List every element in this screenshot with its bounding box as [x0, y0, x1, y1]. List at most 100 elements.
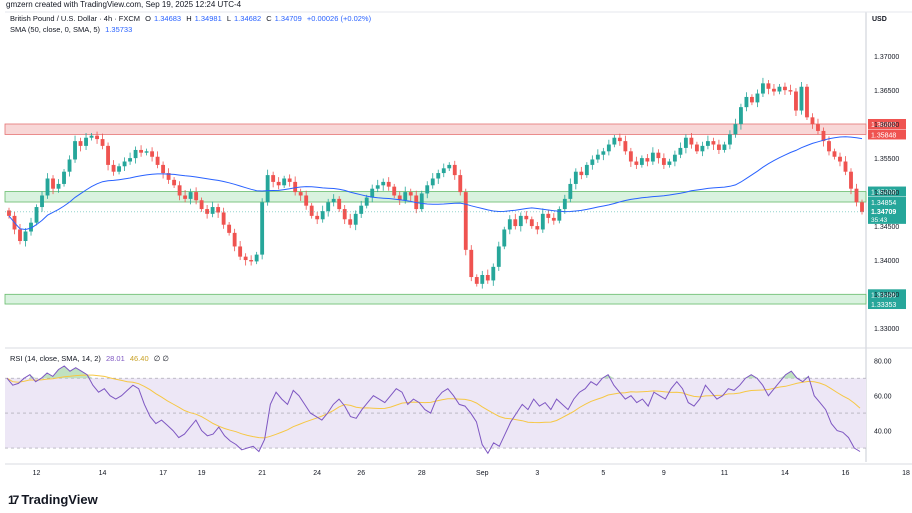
zone-label-bg: [868, 197, 906, 208]
candle: [491, 266, 496, 281]
candle: [342, 209, 347, 220]
candle: [293, 181, 298, 193]
price-tick-label: 1.36500: [874, 88, 899, 95]
candle: [689, 137, 694, 145]
candle: [100, 139, 105, 146]
candle: [557, 209, 562, 221]
candle: [694, 144, 699, 152]
candle: [452, 164, 457, 176]
time-tick-label: 14: [99, 470, 107, 477]
candle: [348, 219, 353, 225]
close-value: 1.34709: [274, 14, 302, 23]
candle: [507, 219, 512, 230]
candle: [430, 178, 435, 186]
symbol-legend[interactable]: British Pound / U.S. Dollar · 4h · FXCM …: [10, 14, 374, 23]
candle: [860, 202, 864, 212]
candle: [282, 178, 287, 186]
countdown-label: 35:43: [871, 217, 888, 224]
candle: [326, 202, 331, 212]
candle: [194, 192, 199, 201]
rsi-legend[interactable]: RSI (14, close, SMA, 14, 2) 28.01 46.40 …: [10, 354, 172, 363]
candle: [161, 164, 166, 174]
candle: [628, 151, 633, 162]
candle: [315, 215, 320, 220]
zone-top-label: 1.36002: [871, 122, 896, 129]
candle: [667, 161, 672, 165]
time-tick-label: 26: [357, 470, 365, 477]
rsi-line: [6, 365, 861, 455]
candle: [111, 164, 116, 172]
zone-top-label: 1.33496: [871, 292, 896, 299]
candle: [29, 222, 33, 232]
zone-support-lower: [4, 293, 867, 305]
symbol-title: British Pound / U.S. Dollar · 4h · FXCM: [10, 14, 141, 23]
candle: [419, 193, 424, 210]
candle: [469, 249, 474, 278]
candle: [381, 181, 386, 186]
candle: [243, 256, 248, 261]
candle: [56, 183, 61, 189]
candle: [827, 141, 831, 152]
candle: [227, 224, 232, 233]
rsi-tick-label: 80.00: [874, 359, 892, 366]
candle: [155, 156, 160, 165]
candle: [40, 195, 44, 208]
candle: [502, 229, 507, 247]
sma-legend[interactable]: SMA (50, close, 0, SMA, 5) 1.35733: [10, 25, 135, 34]
candle: [166, 173, 171, 180]
candle: [7, 210, 11, 216]
candle: [838, 156, 842, 162]
candle: [832, 151, 837, 157]
last-price-tag: [868, 205, 906, 224]
candle: [777, 86, 782, 92]
time-tick-label: 3: [535, 470, 539, 477]
candle: [425, 185, 430, 194]
time-tick-label: 17: [159, 470, 167, 477]
candle: [441, 168, 446, 174]
candle: [122, 161, 127, 167]
candle: [298, 192, 303, 196]
candle: [788, 90, 793, 92]
price-tick-label: 1.33000: [874, 326, 899, 333]
low-value: 1.34682: [234, 14, 262, 23]
candle: [139, 149, 144, 153]
candle: [375, 185, 380, 189]
candle: [722, 144, 727, 150]
candle: [617, 137, 622, 142]
zone-label-bg: [868, 118, 906, 129]
candle: [271, 175, 276, 182]
candle: [51, 178, 55, 189]
candle: [238, 246, 243, 257]
candle: [661, 158, 666, 165]
candle: [458, 175, 463, 193]
price-tick-label: 1.33500: [874, 292, 899, 299]
tradingview-logo[interactable]: 17 TradingView: [8, 492, 98, 507]
candle: [67, 159, 72, 172]
zone-label-bg: [868, 186, 906, 197]
candle: [144, 151, 149, 153]
time-tick-label: Sep: [476, 470, 489, 477]
currency-label[interactable]: USD: [872, 16, 887, 23]
candle: [177, 185, 182, 196]
candle: [529, 219, 534, 227]
candle: [276, 181, 281, 186]
candle: [849, 171, 853, 189]
candle: [650, 152, 655, 162]
candle: [683, 137, 688, 148]
candle: [221, 212, 226, 225]
candle: [287, 178, 292, 182]
candle: [95, 135, 99, 140]
chart-caption: gmzern created with TradingView.com, Sep…: [6, 0, 242, 9]
candle: [128, 158, 132, 162]
candle: [766, 83, 771, 89]
candle: [172, 179, 177, 186]
candle: [535, 226, 540, 230]
candle: [78, 141, 83, 146]
candle: [513, 219, 518, 227]
price-tick-label: 1.37000: [874, 54, 899, 61]
candle: [799, 86, 804, 111]
candle: [199, 200, 204, 210]
tradingview-mark-icon: 17: [8, 492, 19, 507]
candle: [386, 181, 391, 187]
